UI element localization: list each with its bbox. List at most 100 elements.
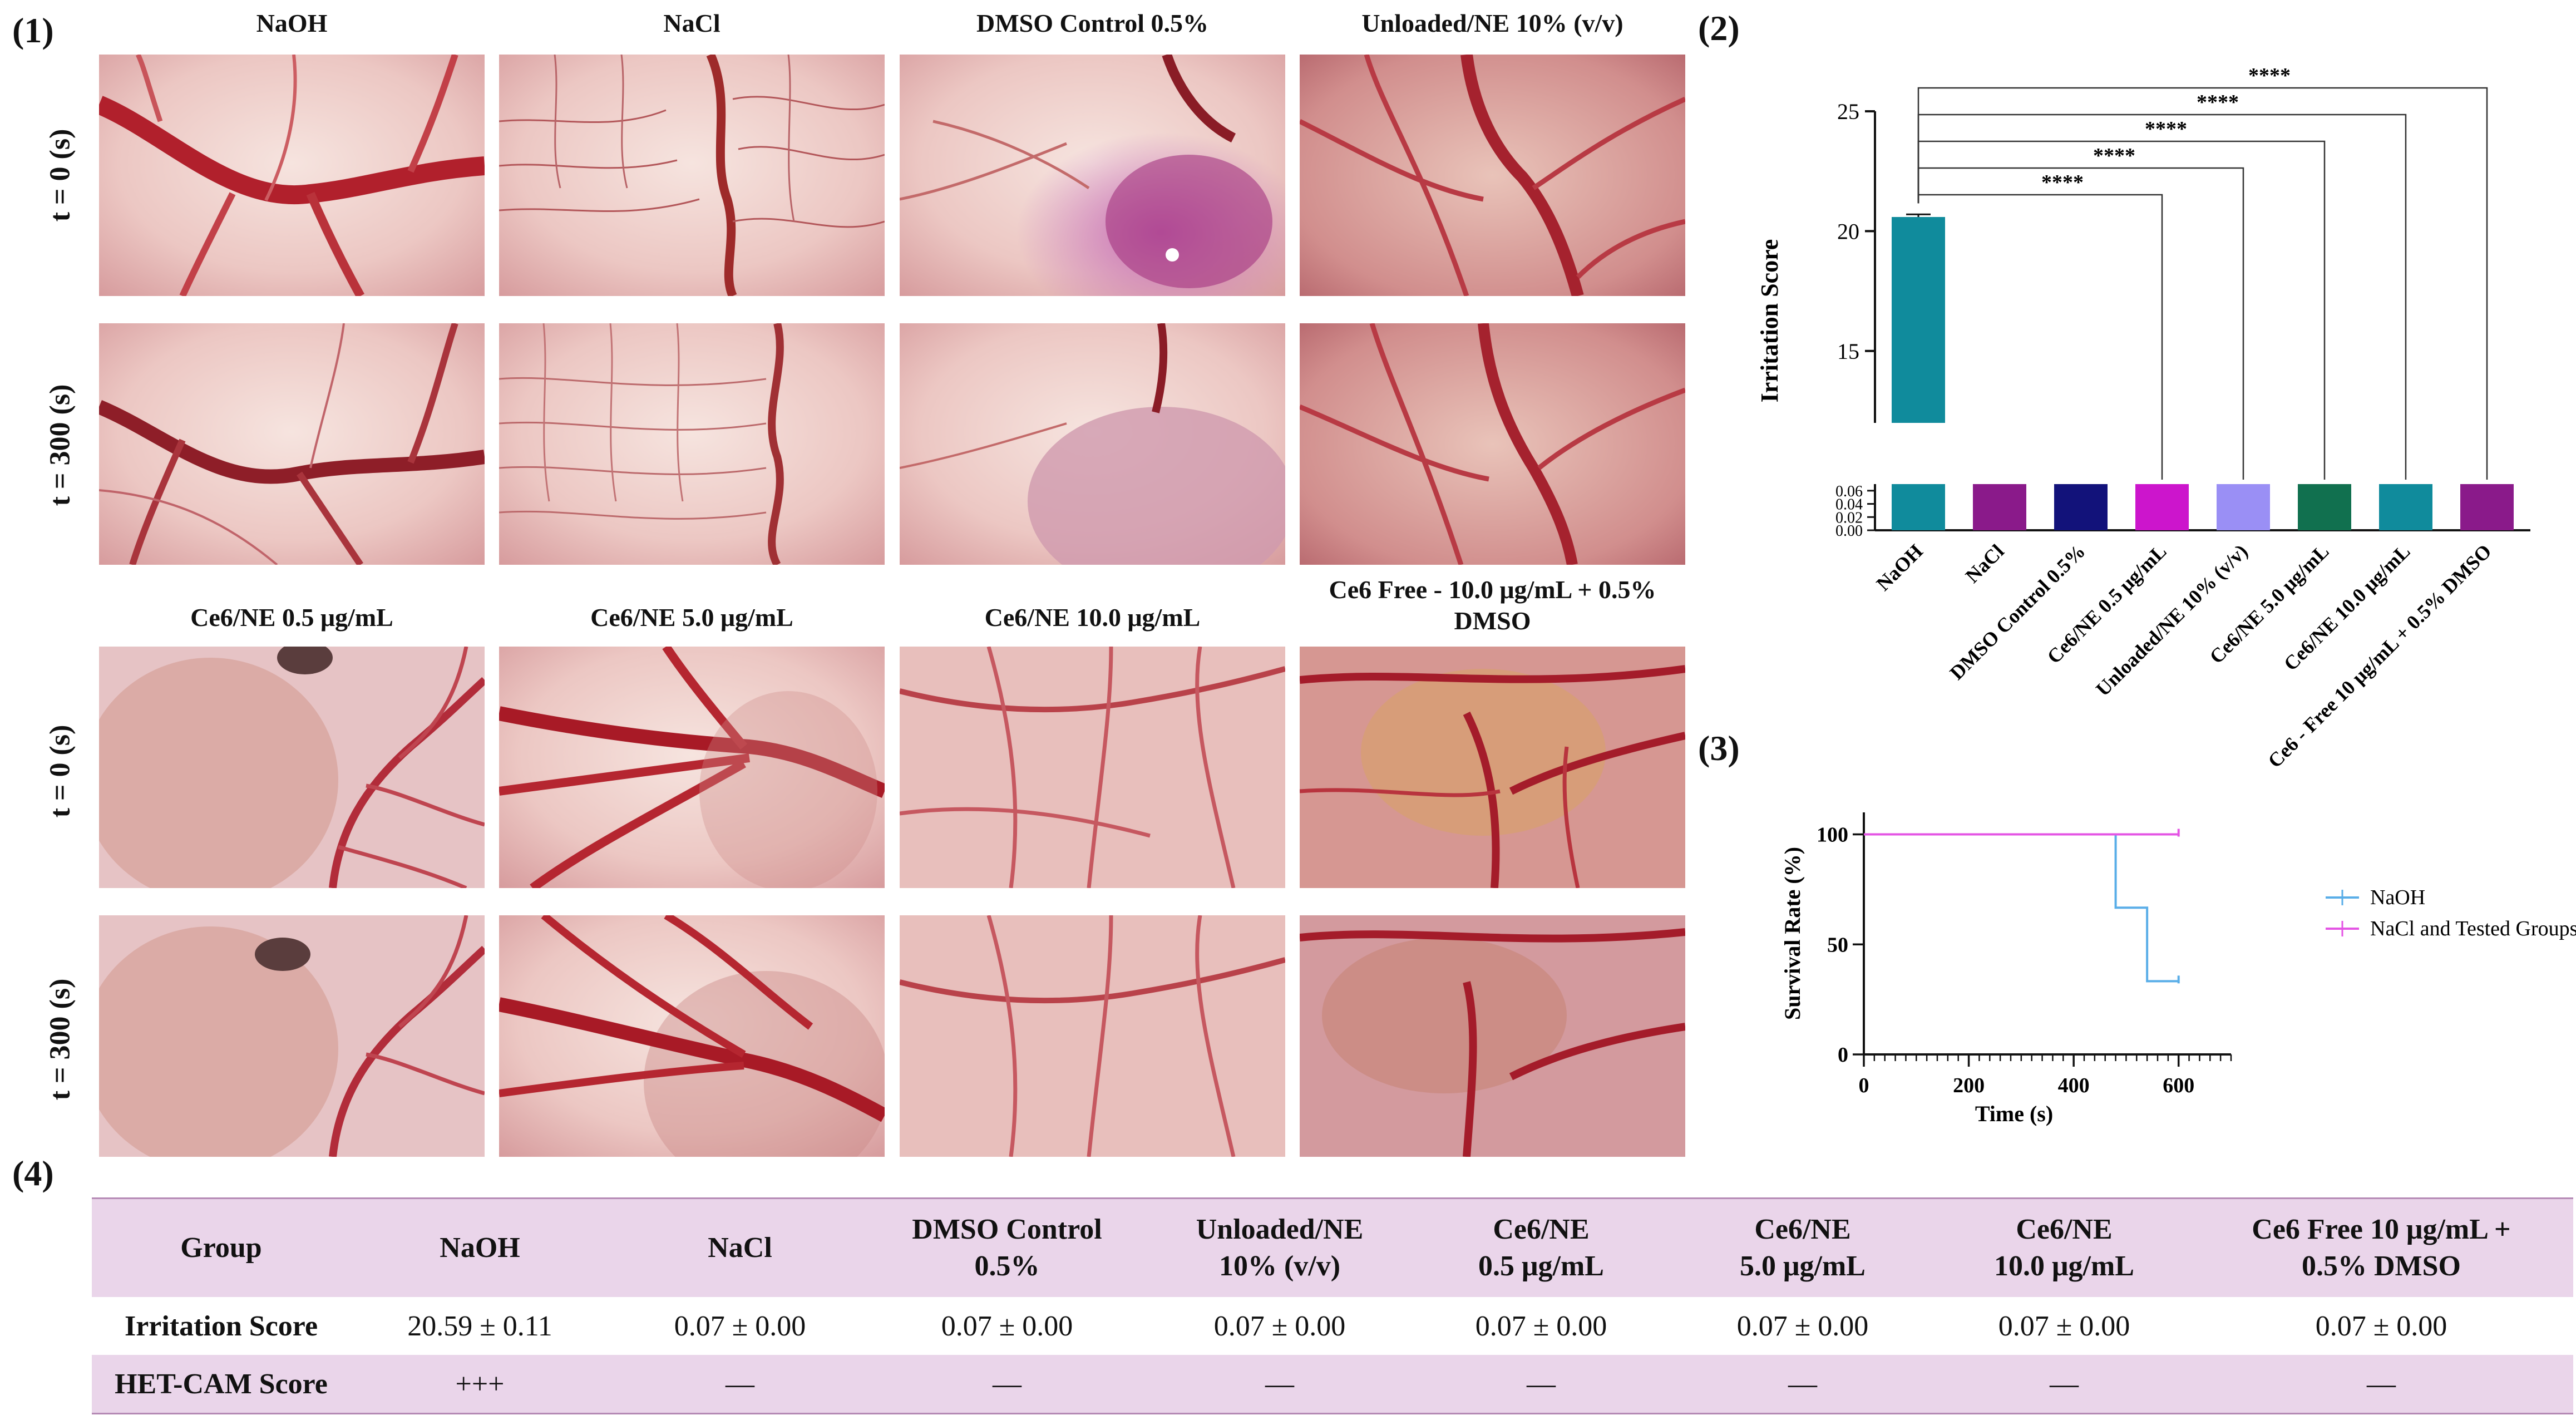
row-label-t0-bottom: t = 0 (s) bbox=[44, 724, 76, 818]
bar bbox=[2379, 484, 2432, 530]
y-tick-label: 25 bbox=[1837, 99, 1859, 124]
bar bbox=[2217, 484, 2270, 530]
table-cell: — bbox=[1416, 1355, 1666, 1414]
micrograph-unloaded-t300 bbox=[1300, 323, 1685, 565]
table-cell: 0.07 ± 0.00 bbox=[609, 1297, 871, 1355]
micrograph-ce6-0-5-t0 bbox=[99, 647, 485, 888]
table-cell: — bbox=[1143, 1355, 1416, 1414]
y-tick-label: 0.04 bbox=[1835, 496, 1863, 514]
row-label-t0-top: t = 0 (s) bbox=[44, 129, 76, 222]
bar bbox=[2135, 484, 2189, 530]
panel-label-1: (1) bbox=[12, 11, 54, 50]
micrograph-dmso-t300 bbox=[900, 323, 1285, 565]
table-row-header: HET-CAM Score bbox=[92, 1355, 351, 1414]
x-tick-label: Unloaded/NE 10% (v/v) bbox=[2091, 540, 2252, 701]
significance-bracket bbox=[1917, 194, 2163, 480]
bar bbox=[1973, 484, 2026, 530]
table-cell: 0.07 ± 0.00 bbox=[1143, 1297, 1416, 1355]
table-header-cell: Ce6/NE 0.5 μg/mL bbox=[1416, 1197, 1666, 1297]
table-header-cell: NaCl bbox=[609, 1197, 871, 1297]
row-label-t300-top: t = 300 (s) bbox=[44, 384, 76, 506]
table-header-cell: Ce6 Free 10 μg/mL + 0.5% DMSO bbox=[2189, 1197, 2573, 1297]
column-header-nacl: NaCl bbox=[663, 9, 721, 37]
micrograph-ce6-10-0-t300 bbox=[900, 915, 1285, 1157]
significance-label: **** bbox=[2041, 171, 2084, 194]
table-cell: 0.07 ± 0.00 bbox=[2189, 1297, 2573, 1355]
x-axis-label: Time (s) bbox=[1975, 1101, 2053, 1126]
x-tick-label: DMSO Control 0.5% bbox=[1946, 540, 2090, 684]
y-tick-label: 50 bbox=[1827, 933, 1848, 956]
summary-table: Group NaOH NaCl DMSO Control 0.5% Unload… bbox=[92, 1197, 2573, 1414]
table-cell: +++ bbox=[351, 1355, 609, 1414]
micrograph-ce6-10-0-t0 bbox=[900, 647, 1285, 888]
y-axis-label: Survival Rate (%) bbox=[1780, 847, 1805, 1020]
column-header-ce6-0-5: Ce6/NE 0.5 μg/mL bbox=[190, 603, 393, 632]
y-tick-label: 100 bbox=[1817, 824, 1848, 847]
bar bbox=[2054, 484, 2108, 530]
y-tick-label: 20 bbox=[1837, 219, 1859, 244]
y-axis-label: Irritation Score bbox=[1756, 239, 1783, 403]
table-cell: 0.07 ± 0.00 bbox=[1416, 1297, 1666, 1355]
table-cell: — bbox=[1939, 1355, 2189, 1414]
table-cell: 0.07 ± 0.00 bbox=[1939, 1297, 2189, 1355]
micrograph-ce6-free-t300 bbox=[1300, 915, 1685, 1157]
table-header-cell: Ce6/NE 5.0 μg/mL bbox=[1666, 1197, 1939, 1297]
table-cell: 0.07 ± 0.00 bbox=[1666, 1297, 1939, 1355]
micrograph-dmso-t0 bbox=[900, 55, 1285, 296]
column-header-dmso: DMSO Control 0.5% bbox=[976, 9, 1208, 37]
table-row: Irritation Score 20.59 ± 0.11 0.07 ± 0.0… bbox=[92, 1297, 2573, 1355]
survival-chart: 0 200 400 600 0 50 100 Time (s) Survival Rate (%… bbox=[1780, 812, 2576, 1126]
column-header-unloaded-ne: Unloaded/NE 10% (v/v) bbox=[1361, 9, 1623, 37]
column-header-ce6-free: Ce6 Free - 10.0 μg/mL + 0.5% DMSO bbox=[1329, 575, 1656, 635]
bar bbox=[1892, 216, 1945, 423]
x-tick-label: 600 bbox=[2163, 1074, 2194, 1097]
significance-label: **** bbox=[2145, 117, 2187, 141]
micrograph-ce6-free-t0 bbox=[1300, 647, 1685, 888]
x-tick-label: 400 bbox=[2058, 1074, 2090, 1097]
x-tick-label: NaOH bbox=[1872, 540, 1927, 595]
table-header-cell: DMSO Control 0.5% bbox=[871, 1197, 1143, 1297]
x-tick-label: 200 bbox=[1953, 1074, 1985, 1097]
irritation-bar-chart: Irritation Score 15 20 25 0.000.020.040.06 Na… bbox=[1756, 64, 2530, 772]
series-line bbox=[1864, 833, 2179, 983]
table-cell: 20.59 ± 0.11 bbox=[351, 1297, 609, 1355]
table-cell: — bbox=[1666, 1355, 1939, 1414]
significance-label: **** bbox=[2248, 64, 2291, 87]
micrograph-ce6-5-0-t0 bbox=[499, 647, 885, 888]
y-tick-label: 0.00 bbox=[1835, 522, 1863, 540]
table-row: HET-CAM Score +++ — — — — — — — bbox=[92, 1355, 2573, 1414]
micrograph-ce6-0-5-t300 bbox=[99, 915, 485, 1157]
table-cell: 0.07 ± 0.00 bbox=[871, 1297, 1143, 1355]
table-cell: — bbox=[609, 1355, 871, 1414]
bar-lower-segment bbox=[1892, 484, 1945, 530]
legend-label: NaCl and Tested Groups bbox=[2370, 917, 2576, 940]
y-tick-label: 15 bbox=[1837, 339, 1859, 364]
table-row-header: Irritation Score bbox=[92, 1297, 351, 1355]
panel-label-3: (3) bbox=[1698, 728, 1740, 768]
table-header-row: Group NaOH NaCl DMSO Control 0.5% Unload… bbox=[92, 1197, 2573, 1297]
micrograph-nacl-t0 bbox=[499, 55, 885, 296]
panel-label-4: (4) bbox=[12, 1153, 54, 1193]
column-header-ce6-5-0: Ce6/NE 5.0 μg/mL bbox=[590, 603, 793, 632]
column-header-ce6-10-0: Ce6/NE 10.0 μg/mL bbox=[984, 603, 1201, 632]
column-header-naoh: NaOH bbox=[256, 9, 328, 37]
legend-label: NaOH bbox=[2370, 886, 2425, 909]
micrograph-nacl-t300 bbox=[499, 323, 885, 565]
significance-bracket bbox=[1917, 140, 2326, 480]
significance-bracket bbox=[1917, 87, 2488, 480]
bar bbox=[2460, 484, 2514, 530]
table-cell: — bbox=[871, 1355, 1143, 1414]
micrograph-unloaded-t0 bbox=[1300, 55, 1685, 296]
row-label-t300-bottom: t = 300 (s) bbox=[44, 978, 76, 1101]
micrograph-naoh-t0 bbox=[99, 55, 485, 296]
x-tick-label: 0 bbox=[1859, 1074, 1869, 1097]
micrograph-ce6-5-0-t300 bbox=[499, 915, 885, 1157]
table-header-cell: Group bbox=[92, 1197, 351, 1297]
micrograph-naoh-t300 bbox=[99, 323, 485, 565]
y-tick-label: 0.06 bbox=[1835, 483, 1863, 500]
table-header-cell: Ce6/NE 10.0 μg/mL bbox=[1939, 1197, 2189, 1297]
significance-bracket bbox=[1917, 167, 2244, 480]
y-tick-label: 0 bbox=[1838, 1043, 1848, 1067]
panel-label-2: (2) bbox=[1698, 8, 1740, 48]
significance-label: **** bbox=[2093, 144, 2135, 167]
